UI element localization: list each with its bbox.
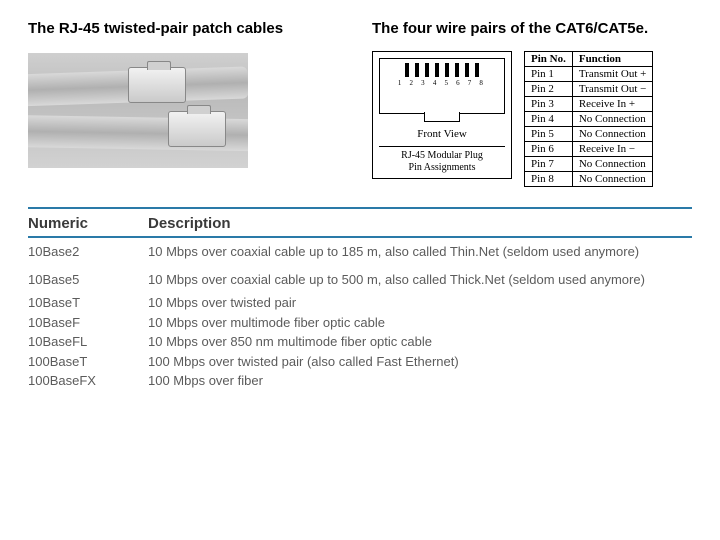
pin-cell-pin: Pin 8 — [525, 172, 573, 187]
pin-cell-func: No Connection — [572, 172, 653, 187]
pin-cell-pin: Pin 7 — [525, 157, 573, 172]
spec-cell-description: 100 Mbps over fiber — [148, 371, 692, 391]
spec-cell-numeric: 10Base2 — [28, 237, 148, 266]
pin-table-row: Pin 1Transmit Out + — [525, 67, 653, 82]
cable-photo — [28, 53, 248, 168]
pin-table-header-pin: Pin No. — [525, 52, 573, 67]
pin-table-row: Pin 4No Connection — [525, 112, 653, 127]
left-title: The RJ-45 twisted-pair patch cables — [28, 20, 348, 37]
spec-table-row: 10BaseF10 Mbps over multimode fiber opti… — [28, 313, 692, 333]
spec-header-description: Description — [148, 208, 692, 237]
pin-function-table: Pin No. Function Pin 1Transmit Out +Pin … — [524, 51, 653, 187]
pin-table-row: Pin 2Transmit Out − — [525, 82, 653, 97]
top-row: The RJ-45 twisted-pair patch cables The … — [28, 20, 692, 187]
pin-cell-func: No Connection — [572, 112, 653, 127]
spec-table-row: 10Base210 Mbps over coaxial cable up to … — [28, 237, 692, 266]
pin-table-row: Pin 5No Connection — [525, 127, 653, 142]
pin-cell-func: No Connection — [572, 157, 653, 172]
pin-cell-func: Transmit Out + — [572, 67, 653, 82]
rj45-diagram: 1 2 3 4 5 6 7 8 Front View RJ-45 Modular… — [372, 51, 512, 179]
spec-cell-numeric: 10Base5 — [28, 266, 148, 294]
rj45-caption-2: Pin Assignments — [409, 162, 476, 173]
rj45-caption: RJ-45 Modular Plug Pin Assignments — [379, 146, 505, 174]
pin-table-header-func: Function — [572, 52, 653, 67]
spec-cell-description: 10 Mbps over twisted pair — [148, 293, 692, 313]
pin-cell-pin: Pin 5 — [525, 127, 573, 142]
pin-cell-func: Transmit Out − — [572, 82, 653, 97]
spec-table-row: 10BaseFL10 Mbps over 850 nm multimode fi… — [28, 332, 692, 352]
rj45-connector-icon: 1 2 3 4 5 6 7 8 — [379, 58, 505, 114]
pin-table-row: Pin 8No Connection — [525, 172, 653, 187]
spec-table-row: 100BaseFX100 Mbps over fiber — [28, 371, 692, 391]
pin-table-row: Pin 7No Connection — [525, 157, 653, 172]
right-title: The four wire pairs of the CAT6/CAT5e. — [372, 20, 692, 37]
pin-cell-pin: Pin 4 — [525, 112, 573, 127]
spec-cell-numeric: 10BaseF — [28, 313, 148, 333]
pin-cell-pin: Pin 6 — [525, 142, 573, 157]
spec-cell-description: 10 Mbps over multimode fiber optic cable — [148, 313, 692, 333]
spec-cell-numeric: 10BaseT — [28, 293, 148, 313]
front-view-label: Front View — [379, 128, 505, 140]
spec-cell-description: 10 Mbps over coaxial cable up to 185 m, … — [148, 237, 692, 266]
spec-cell-description: 10 Mbps over coaxial cable up to 500 m, … — [148, 266, 692, 294]
spec-table-row: 100BaseT100 Mbps over twisted pair (also… — [28, 352, 692, 372]
pin-cell-func: Receive In − — [572, 142, 653, 157]
spec-table-row: 10Base510 Mbps over coaxial cable up to … — [28, 266, 692, 294]
right-column: The four wire pairs of the CAT6/CAT5e. 1… — [372, 20, 692, 187]
spec-cell-numeric: 100BaseFX — [28, 371, 148, 391]
pin-cell-func: Receive In + — [572, 97, 653, 112]
pin-cell-pin: Pin 2 — [525, 82, 573, 97]
spec-table-row: 10BaseT10 Mbps over twisted pair — [28, 293, 692, 313]
pin-table-row: Pin 3Receive In + — [525, 97, 653, 112]
spec-cell-numeric: 100BaseT — [28, 352, 148, 372]
pin-cell-pin: Pin 1 — [525, 67, 573, 82]
left-column: The RJ-45 twisted-pair patch cables — [28, 20, 348, 187]
pin-cell-func: No Connection — [572, 127, 653, 142]
pin-table-row: Pin 6Receive In − — [525, 142, 653, 157]
pin-cell-pin: Pin 3 — [525, 97, 573, 112]
spec-cell-numeric: 10BaseFL — [28, 332, 148, 352]
spec-cell-description: 10 Mbps over 850 nm multimode fiber opti… — [148, 332, 692, 352]
pin-numbers: 1 2 3 4 5 6 7 8 — [380, 79, 504, 87]
spec-cell-description: 100 Mbps over twisted pair (also called … — [148, 352, 692, 372]
rj45-caption-1: RJ-45 Modular Plug — [401, 150, 483, 161]
spec-table: Numeric Description 10Base210 Mbps over … — [28, 207, 692, 391]
spec-header-numeric: Numeric — [28, 208, 148, 237]
